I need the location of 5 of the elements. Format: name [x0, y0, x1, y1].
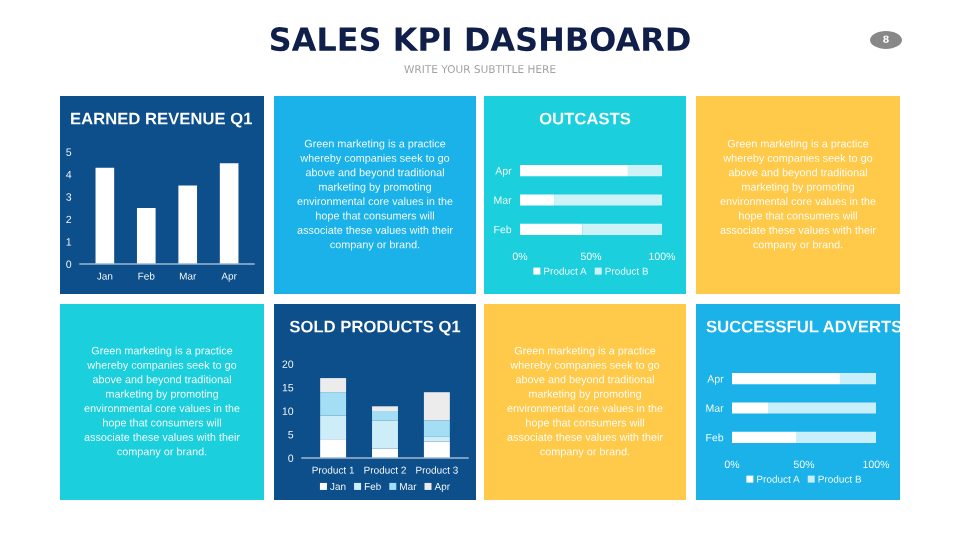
chart-title: OUTCASTS: [539, 112, 631, 125]
chart-title: SUCCESSFUL ADVERTS: [706, 320, 902, 333]
text: SALES KPI DASHBOARD: [270, 27, 690, 52]
chart-title: SOLD PRODUCTS Q1: [289, 320, 461, 336]
chart-title: EARNED REVENUE Q1: [71, 112, 252, 128]
